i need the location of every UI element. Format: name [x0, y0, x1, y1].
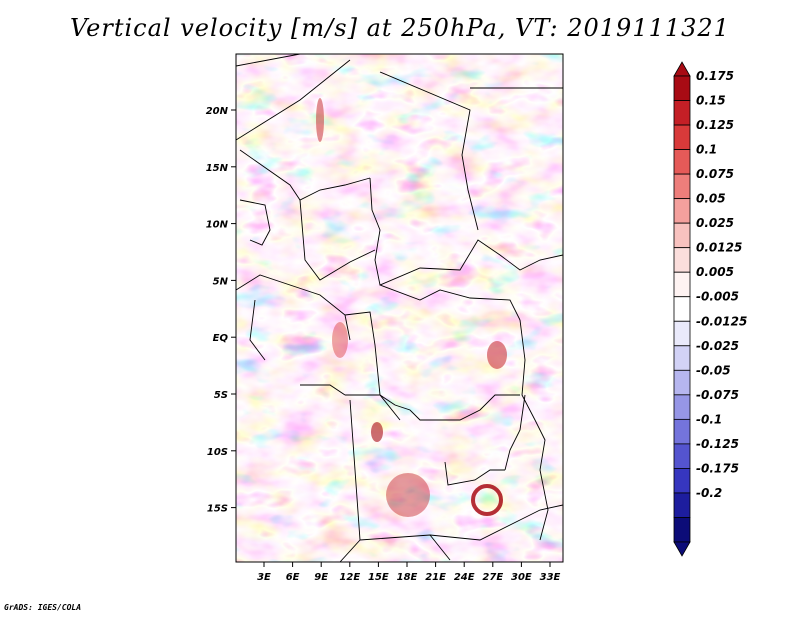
colorbar-label: -0.075	[696, 388, 739, 402]
colorbar-label: -0.2	[696, 486, 722, 500]
colorbar-swatch	[673, 418, 691, 445]
colorbar-swatch	[673, 345, 691, 371]
longitude-axis: 3E 6E 9E 12E 15E 18E 21E 24E 27E 30E 33E	[257, 562, 561, 583]
lat-tick-label: 20N	[206, 106, 229, 117]
colorbar-bottom-arrow	[673, 541, 691, 557]
colorbar-label: 0.005	[696, 265, 734, 279]
lat-tick-label: 15S	[207, 504, 228, 515]
colorbar-swatch	[673, 320, 691, 347]
lon-tick-label: 18E	[397, 572, 418, 583]
colorbar-label: -0.005	[696, 290, 739, 304]
lat-tick-label: EQ	[213, 333, 229, 344]
lon-tick-label: 30E	[511, 572, 532, 583]
colorbar-swatch	[673, 296, 691, 322]
colorbar-swatch	[673, 222, 691, 249]
colorbar-swatch	[673, 468, 691, 494]
colorbar-label: -0.175	[696, 461, 739, 475]
colorbar-swatch	[673, 149, 691, 175]
colorbar-swatch	[673, 492, 691, 518]
colorbar-swatch	[673, 369, 691, 396]
velocity-field	[236, 54, 563, 562]
colorbar-swatch	[673, 394, 691, 420]
colorbar-top-arrow	[673, 61, 691, 77]
colorbar-label: -0.0125	[696, 314, 747, 328]
colorbar-swatch	[673, 198, 691, 224]
colorbar-label: 0.05	[696, 192, 726, 206]
lon-tick-label: 21E	[425, 572, 446, 583]
lat-tick-label: 10N	[206, 220, 229, 231]
lat-tick-label: 5S	[214, 390, 228, 401]
colorbar: 0.175 0.15 0.125 0.1 0.075 0.05 0.025 0.0125 0.0…	[673, 61, 747, 557]
colorbar-swatch	[673, 75, 691, 101]
lon-tick-label: 33E	[540, 572, 561, 583]
colorbar-label: -0.05	[696, 363, 731, 377]
lon-tick-label: 3E	[257, 572, 271, 583]
lon-tick-label: 27E	[482, 572, 503, 583]
latitude-axis: 20N 15N 10N 5N EQ 5S 10S 15S	[206, 106, 236, 515]
colorbar-swatch	[673, 124, 691, 150]
colorbar-label: -0.1	[696, 412, 722, 426]
lon-tick-label: 15E	[368, 572, 389, 583]
map-title: Vertical velocity [m/s] at 250hPa, VT: 2…	[70, 14, 730, 42]
colorbar-label: 0.1	[696, 143, 717, 157]
colorbar-label: 0.0125	[696, 241, 742, 255]
colorbar-label: -0.025	[696, 339, 739, 353]
country-borders	[236, 54, 563, 562]
lat-tick-label: 10S	[207, 447, 228, 458]
lon-tick-label: 9E	[314, 572, 328, 583]
colorbar-swatch	[673, 517, 691, 543]
lon-tick-label: 12E	[339, 572, 360, 583]
lon-tick-label: 24E	[454, 572, 475, 583]
colorbar-swatch	[673, 443, 691, 469]
colorbar-swatch	[673, 247, 691, 273]
colorbar-label: 0.025	[696, 216, 734, 230]
colorbar-swatch	[673, 173, 691, 200]
colorbar-label: -0.125	[696, 437, 739, 451]
colorbar-label: 0.075	[696, 167, 734, 181]
colorbar-label: 0.125	[696, 118, 734, 132]
colorbar-swatch	[673, 100, 691, 126]
colorbar-swatch	[673, 271, 691, 298]
lat-tick-label: 15N	[206, 163, 229, 174]
colorbar-label: 0.175	[696, 69, 734, 83]
lat-tick-label: 5N	[213, 276, 229, 287]
map-frame	[235, 53, 564, 563]
lon-tick-label: 6E	[286, 572, 300, 583]
colorbar-label: 0.15	[696, 94, 726, 108]
credit-text: GrADS: IGES/COLA	[4, 603, 82, 612]
